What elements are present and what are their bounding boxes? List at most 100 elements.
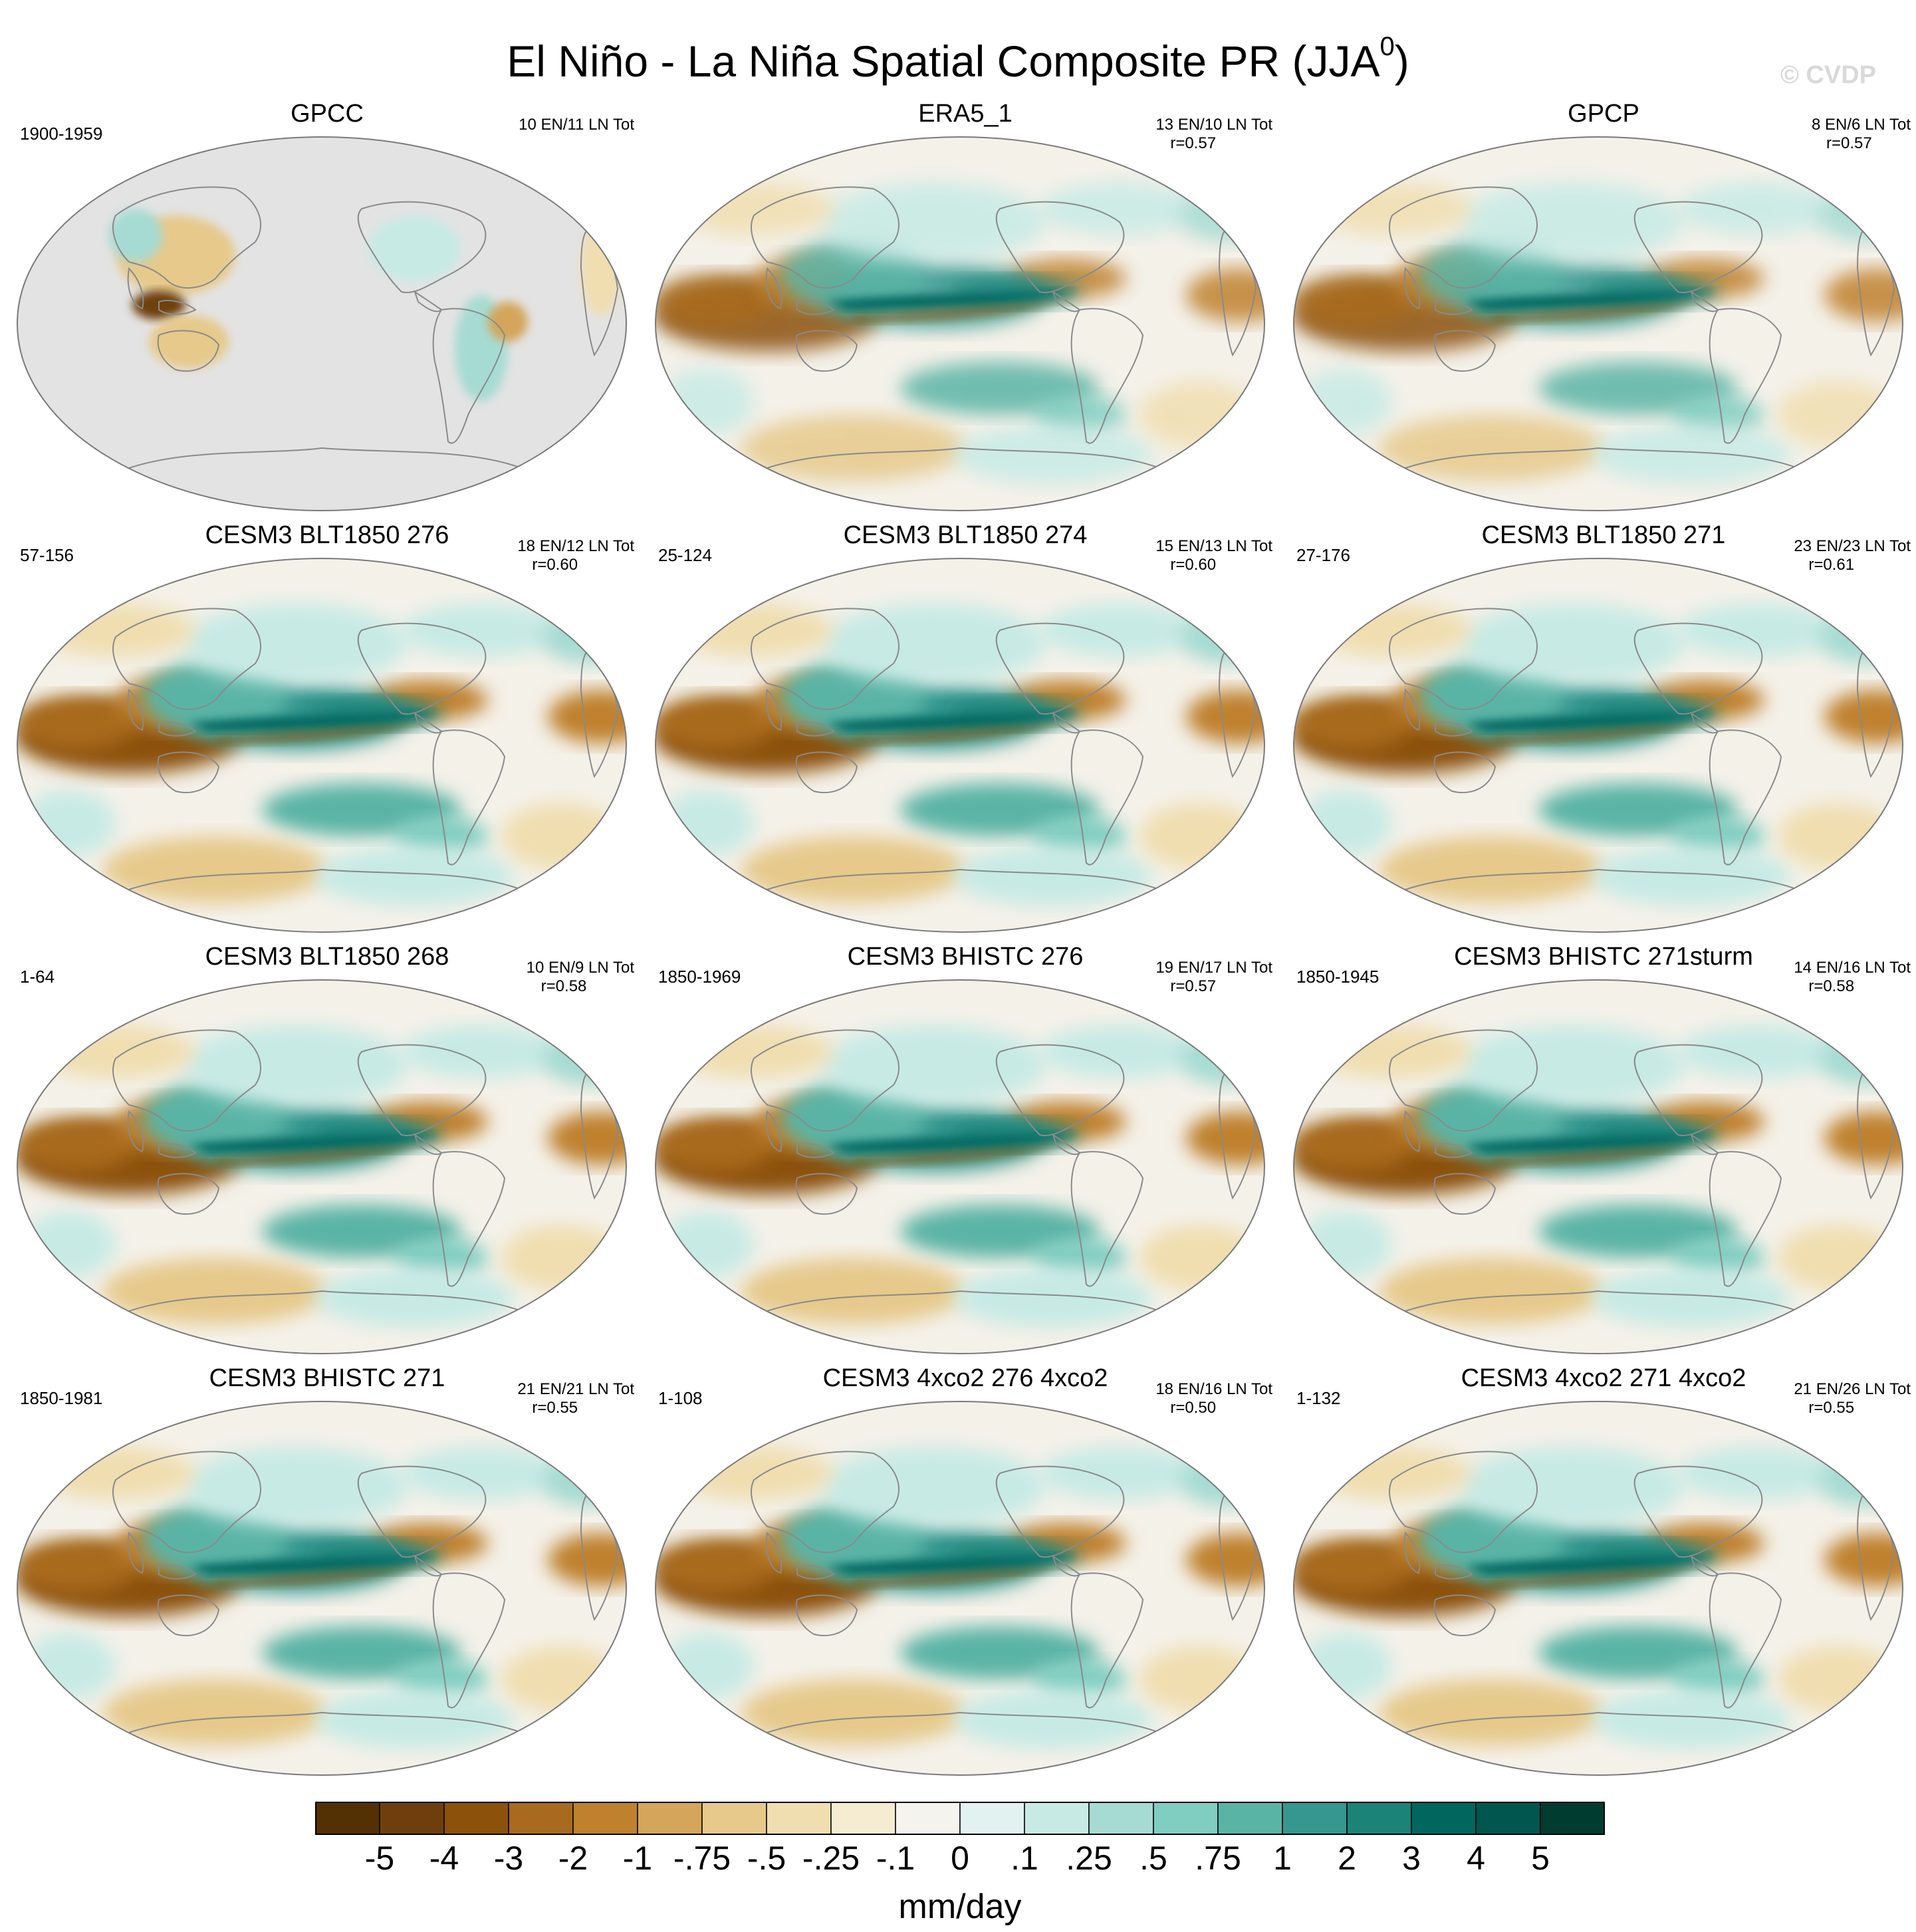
robinson-map	[655, 979, 1265, 1354]
panel-correlation: r=0.60	[1170, 556, 1217, 574]
panel-stats: 8 EN/6 LN Tot r=0.57	[1812, 116, 1911, 153]
colorbar-box	[1088, 1802, 1154, 1835]
panel-stats: 21 EN/21 LN Tot r=0.55	[517, 1380, 634, 1417]
colorbar-box	[959, 1802, 1025, 1835]
panel-event-count: 19 EN/17 LN Tot	[1155, 959, 1272, 977]
map-panel: CESM3 BLT1850 271 27-176 23 EN/23 LN Tot r=…	[1284, 515, 1916, 947]
map-panel: CESM3 BHISTC 271 1850-1981 21 EN/21 LN Tot…	[8, 1358, 646, 1790]
panel-event-count: 15 EN/13 LN Tot	[1155, 537, 1272, 555]
panel-stats: 21 EN/26 LN Tot r=0.55	[1794, 1380, 1911, 1417]
colorbar-tick-label: .25	[1066, 1840, 1112, 1877]
panel-title: CESM3 BLT1850 271	[1481, 521, 1726, 549]
colorbar-tick-label: 0	[951, 1840, 969, 1877]
panel-correlation: r=0.58	[540, 977, 587, 995]
map-panel: CESM3 4xco2 276 4xco2 1-108 18 EN/16 LN To…	[646, 1358, 1284, 1790]
panel-title: CESM3 BLT1850 274	[843, 521, 1088, 549]
colorbar-tick-label: 5	[1531, 1840, 1550, 1877]
panel-correlation: r=0.57	[1170, 977, 1217, 995]
robinson-map	[17, 1401, 627, 1776]
colorbar-box	[1024, 1802, 1090, 1835]
panel-years: 1-132	[1296, 1388, 1341, 1408]
panel-title: CESM3 BHISTC 271sturm	[1454, 943, 1753, 971]
robinson-map	[1293, 1401, 1903, 1776]
colorbar-tick-label: .1	[1011, 1840, 1038, 1877]
panel-event-count: 10 EN/11 LN Tot	[519, 116, 634, 134]
colorbar-box	[1282, 1802, 1348, 1835]
map-panel: CESM3 BHISTC 271sturm 1850-1945 14 EN/16 L…	[1284, 936, 1916, 1368]
robinson-map	[17, 979, 627, 1354]
colorbar-tick-label: 1	[1273, 1840, 1292, 1877]
colorbar-box	[572, 1802, 638, 1835]
colorbar-tick-label: .75	[1195, 1840, 1241, 1877]
colorbar-box	[379, 1802, 445, 1835]
colorbar-tick-label: -.5	[747, 1840, 786, 1877]
map-panel: CESM3 4xco2 271 4xco2 1-132 21 EN/26 LN To…	[1284, 1358, 1916, 1790]
panel-title: CESM3 BLT1850 268	[205, 943, 449, 971]
panel-title: CESM3 4xco2 276 4xco2	[822, 1364, 1108, 1392]
panel-stats: 10 EN/11 LN Tot	[519, 116, 634, 134]
panel-correlation: r=0.55	[532, 1399, 578, 1417]
robinson-map	[655, 136, 1265, 511]
panel-years: 1-64	[20, 967, 55, 987]
panel-years: 1850-1945	[1296, 967, 1379, 987]
colorbar-tick-label: -.75	[673, 1840, 731, 1877]
panel-event-count: 18 EN/16 LN Tot	[1155, 1380, 1272, 1398]
panel-years: 57-156	[20, 545, 74, 565]
colorbar-tick-label: 3	[1402, 1840, 1421, 1877]
panel-title: CESM3 BLT1850 276	[205, 521, 449, 549]
colorbar-box	[701, 1802, 767, 1835]
map-panel: CESM3 BHISTC 276 1850-1969 19 EN/17 LN Tot…	[646, 936, 1284, 1368]
map-panel: ERA5_1 13 EN/10 LN Tot r=0.57	[646, 93, 1284, 525]
panel-title: CESM3 BHISTC 276	[847, 943, 1084, 971]
panel-correlation: r=0.61	[1808, 556, 1855, 574]
colorbar-box	[315, 1802, 380, 1835]
colorbar-box	[766, 1802, 832, 1835]
colorbar-tick-label: -.25	[802, 1840, 860, 1877]
robinson-map	[1293, 558, 1903, 933]
colorbar-box	[1153, 1802, 1219, 1835]
colorbar-boxes	[315, 1802, 1605, 1835]
panel-title: GPCP	[1568, 100, 1639, 128]
colorbar-box	[1217, 1802, 1283, 1835]
panel-stats: 19 EN/17 LN Tot r=0.57	[1155, 959, 1272, 996]
panel-correlation: r=0.50	[1170, 1399, 1217, 1417]
colorbar-box	[443, 1802, 509, 1835]
panel-years: 1850-1969	[658, 967, 741, 987]
panel-stats: 13 EN/10 LN Tot r=0.57	[1155, 116, 1272, 153]
panel-stats: 10 EN/9 LN Tot r=0.58	[527, 959, 634, 996]
panel-event-count: 21 EN/26 LN Tot	[1794, 1380, 1911, 1398]
panel-event-count: 10 EN/9 LN Tot	[526, 959, 634, 977]
colorbar-units: mm/day	[898, 1887, 1022, 1926]
colorbar-box	[895, 1802, 961, 1835]
colorbar-tick-label: .5	[1139, 1840, 1167, 1877]
panel-title: CESM3 4xco2 271 4xco2	[1461, 1364, 1746, 1392]
colorbar-box	[1475, 1802, 1541, 1835]
colorbar-tick-label: -1	[622, 1840, 653, 1877]
figure-title: El Niño - La Niña Spatial Composite PR (…	[507, 32, 1409, 86]
panel-stats: 23 EN/23 LN Tot r=0.61	[1794, 537, 1911, 574]
panel-years: 27-176	[1296, 545, 1350, 565]
map-panel: CESM3 BLT1850 268 1-64 10 EN/9 LN Tot r=0.5…	[8, 936, 646, 1368]
panel-event-count: 14 EN/16 LN Tot	[1794, 959, 1911, 977]
panel-title: ERA5_1	[918, 100, 1013, 128]
panel-event-count: 18 EN/12 LN Tot	[517, 537, 634, 555]
panel-correlation: r=0.55	[1808, 1399, 1855, 1417]
map-panel: CESM3 BLT1850 274 25-124 15 EN/13 LN Tot r=…	[646, 515, 1284, 947]
colorbar-tick-label: 4	[1467, 1840, 1485, 1877]
colorbar-tick-label: -.1	[876, 1840, 915, 1877]
colorbar-box	[830, 1802, 896, 1835]
panel-event-count: 8 EN/6 LN Tot	[1812, 116, 1911, 134]
robinson-map	[655, 1401, 1265, 1776]
panel-stats: 15 EN/13 LN Tot r=0.60	[1155, 537, 1272, 574]
panel-correlation: r=0.60	[532, 556, 578, 574]
panel-event-count: 21 EN/21 LN Tot	[517, 1380, 634, 1398]
panel-correlation: r=0.57	[1826, 134, 1872, 152]
panel-correlation: r=0.58	[1808, 977, 1855, 995]
cvdp-watermark: © CVDP	[1780, 61, 1876, 89]
colorbar-tick-label: -2	[558, 1840, 588, 1877]
colorbar-tick-label: -5	[364, 1840, 395, 1877]
panel-years: 25-124	[658, 545, 712, 565]
panel-years: 1900-1959	[20, 124, 103, 144]
colorbar-box	[508, 1802, 574, 1835]
panel-stats: 18 EN/16 LN Tot r=0.50	[1155, 1380, 1272, 1417]
